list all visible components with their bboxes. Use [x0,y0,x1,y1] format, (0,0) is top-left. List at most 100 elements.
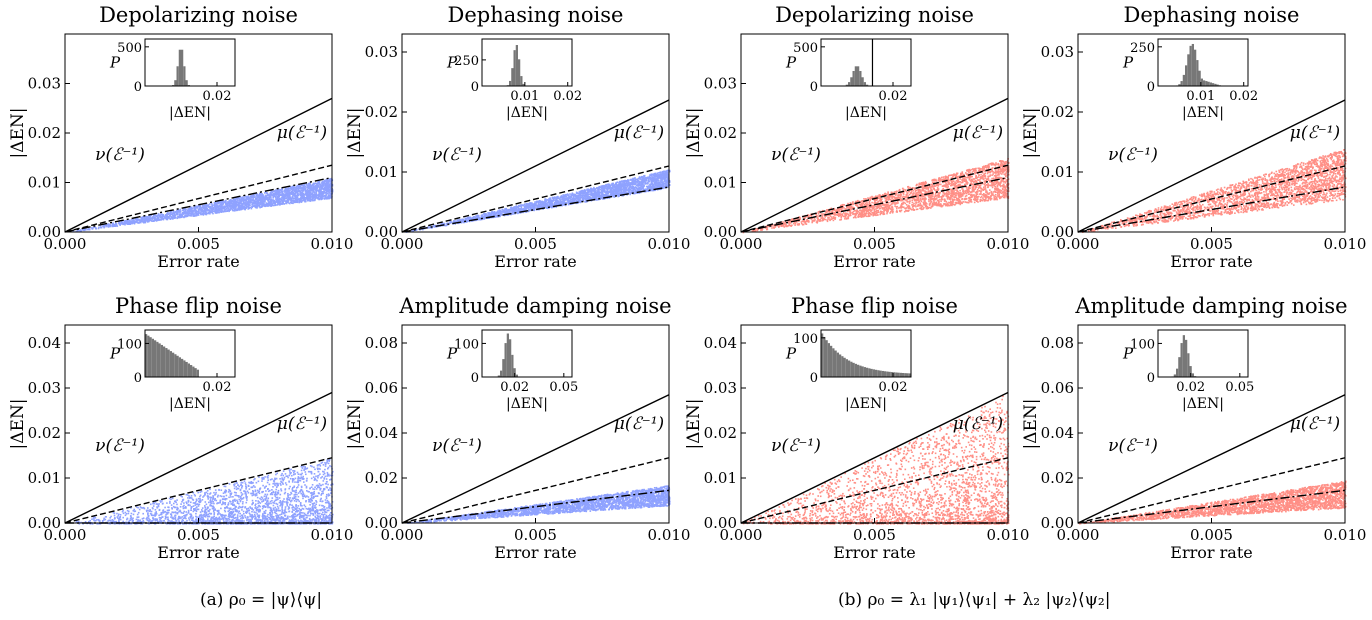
scatter-point [637,189,640,192]
scatter-point [526,204,528,207]
scatter-point [188,214,190,217]
scatter-point [114,225,117,227]
scatter-point [294,200,296,203]
scatter-point [245,199,247,202]
scatter-point [243,197,245,199]
scatter-point [115,223,118,225]
scatter-point [269,202,271,204]
scatter-point [300,195,303,198]
scatter-point [302,194,305,197]
histogram-bar [176,66,179,86]
scatter-point [201,204,204,207]
scatter-point [499,209,501,212]
scatter-point [453,220,455,222]
scatter-point [259,193,262,196]
scatter-point [260,206,263,208]
scatter-point [325,191,328,193]
scatter-point [656,188,659,191]
scatter-point [284,190,287,192]
scatter-point [271,203,274,205]
scatter-point [256,204,259,207]
scatter-point [318,191,321,194]
scatter-point [147,221,149,223]
scatter-point [293,189,295,191]
scatter-point [148,215,151,217]
scatter-point [221,201,224,204]
scatter-point [139,221,142,224]
scatter-point [276,200,278,202]
scatter-point [307,191,310,194]
scatter-point [667,176,669,178]
scatter-point [237,196,240,199]
scatter-point [259,206,261,209]
scatter-point [611,187,614,189]
scatter-point [595,197,597,199]
scatter-point [312,190,315,192]
scatter-point [510,208,512,211]
scatter-point [186,215,189,218]
scatter-point [625,180,628,182]
scatter-point [108,226,110,228]
scatter-point [292,202,294,205]
scatter-point [133,222,136,225]
scatter-point [204,203,206,206]
scatter-point [256,198,258,200]
scatter-point [217,207,220,210]
scatter-point [102,225,105,228]
scatter-point [305,193,308,195]
scatter-point [286,198,289,200]
scatter-point [319,183,322,186]
scatter-point [288,197,290,199]
scatter-point [277,191,279,193]
scatter-point [308,194,311,196]
scatter-point [483,217,486,220]
scatter-point [325,182,327,185]
scatter-point [215,204,217,207]
scatter-point [108,223,110,225]
scatter-point [192,215,194,217]
scatter-point [328,196,330,198]
scatter-point [429,226,432,229]
scatter-point [190,215,192,217]
scatter-point [500,210,502,213]
scatter-point [196,206,199,209]
scatter-point [305,183,307,185]
scatter-point [320,192,323,195]
scatter-point [167,213,169,215]
scatter-point [279,204,281,206]
scatter-point [211,205,214,207]
scatter-point [215,202,217,204]
scatter-point [218,201,221,204]
scatter-point [172,214,174,217]
scatter-point [206,210,208,212]
scatter-point [311,189,313,192]
scatter-point [327,181,329,184]
scatter-point [281,200,284,202]
scatter-point [88,228,91,231]
scatter-point [278,195,281,198]
scatter-point [579,190,582,193]
scatter-point [129,222,132,224]
scatter-point [249,200,252,203]
scatter-point [155,220,158,222]
scatter-point [270,190,272,192]
scatter-point [302,193,305,195]
scatter-point [318,184,321,186]
scatter-point [622,190,624,193]
histogram-bar [181,49,184,86]
scatter-point [534,207,537,209]
scatter-point [93,226,96,228]
scatter-point [261,196,264,198]
scatter-point [319,197,321,200]
scatter-point [152,216,154,218]
scatter-point [212,204,214,207]
scatter-point [595,199,598,201]
scatter-point [278,192,280,195]
scatter-point [166,211,169,214]
scatter-point [321,186,324,189]
scatter-point [289,202,291,205]
scatter-point [238,206,241,209]
scatter-point [229,205,232,207]
scatter-point [224,206,226,208]
scatter-point [218,208,220,211]
